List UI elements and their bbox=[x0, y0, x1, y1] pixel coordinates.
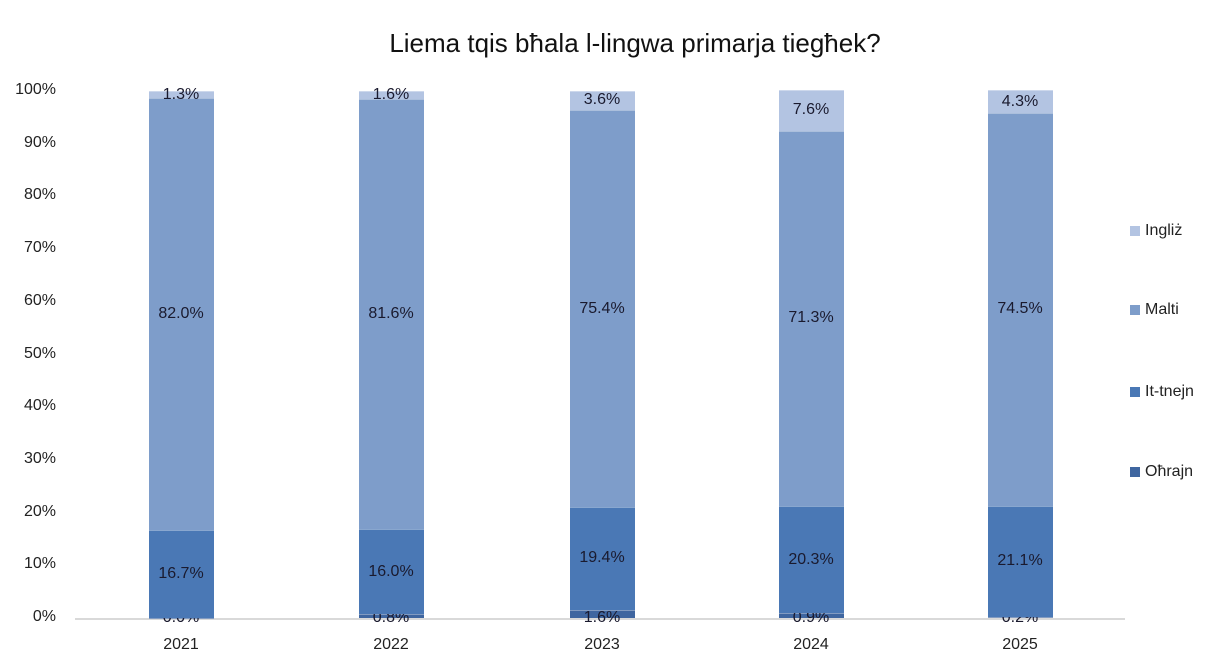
bar-segment-o-rajn bbox=[778, 613, 844, 618]
data-label: 1.6% bbox=[583, 609, 621, 626]
data-label: 3.6% bbox=[583, 91, 621, 109]
legend-swatch-icon bbox=[1130, 305, 1140, 315]
legend-item-ingli-: Ingliż bbox=[1130, 221, 1182, 241]
bar-segment-o-rajn bbox=[987, 616, 1053, 618]
y-tick-label: 30% bbox=[23, 449, 56, 467]
stacked-bar-2024: 0.9% 20.3% 71.3% 7.6% bbox=[778, 0, 844, 664]
legend-label: Oħrajn bbox=[1145, 463, 1194, 480]
bar-segment-malti bbox=[358, 99, 424, 530]
y-tick-label: 90% bbox=[23, 133, 56, 151]
bar-segment-malti bbox=[148, 97, 214, 530]
legend-label: It-tnejn bbox=[1145, 383, 1194, 400]
bar-segment-o-rajn bbox=[148, 618, 214, 619]
y-tick-label: 70% bbox=[23, 239, 56, 257]
stacked-bar-2023: 1.6% 19.4% 75.4% 3.6% bbox=[569, 0, 635, 664]
data-label: 7.6% bbox=[792, 101, 830, 119]
legend-swatch-icon bbox=[1130, 387, 1140, 397]
bar-segment-it-tnejn bbox=[148, 529, 214, 618]
bar-segment-ingli- bbox=[987, 90, 1053, 114]
bar-segment-malti bbox=[987, 113, 1053, 506]
bar-segment-o-rajn bbox=[358, 613, 424, 618]
bar-segment-it-tnejn bbox=[987, 505, 1053, 617]
data-label: 16.0% bbox=[368, 562, 414, 580]
legend-swatch-icon bbox=[1130, 467, 1140, 477]
bar-segment-it-tnejn bbox=[358, 529, 424, 614]
data-label: 75.4% bbox=[579, 299, 625, 317]
stacked-bar-2022: 0.8% 16.0% 81.6% 1.6% bbox=[358, 0, 424, 664]
chart-title: Liema tqis bħala l-lingwa primarja tiegħ… bbox=[389, 28, 881, 58]
y-tick-label: 10% bbox=[23, 555, 56, 573]
data-label: 82.0% bbox=[158, 304, 204, 322]
data-label: 4.3% bbox=[1001, 92, 1039, 110]
bar-segment-o-rajn bbox=[569, 609, 635, 618]
bar-segment-malti bbox=[569, 109, 635, 508]
y-tick-label: 20% bbox=[23, 502, 56, 520]
bar-segment-it-tnejn bbox=[569, 507, 635, 610]
data-label: 0.9% bbox=[792, 609, 830, 626]
y-tick-label: 80% bbox=[23, 186, 56, 204]
data-label: 19.4% bbox=[579, 549, 625, 567]
y-tick-label: 0% bbox=[32, 608, 56, 625]
x-tick-label: 2021 bbox=[163, 636, 199, 653]
data-label: 1.6% bbox=[372, 86, 410, 104]
bar-segment-ingli- bbox=[569, 91, 635, 110]
bar-segment-it-tnejn bbox=[778, 506, 844, 614]
data-label: 21.1% bbox=[997, 552, 1043, 570]
x-tick-label: 2023 bbox=[584, 636, 620, 653]
bar-segment-malti bbox=[778, 130, 844, 507]
legend-item-o-rajn: Oħrajn bbox=[1130, 462, 1193, 482]
x-tick-label: 2025 bbox=[1002, 636, 1038, 653]
bar-segment-ingli- bbox=[778, 90, 844, 131]
data-label: 16.7% bbox=[158, 564, 204, 582]
bar-segment-ingli- bbox=[358, 91, 424, 100]
stacked-bar-2021: 0.0%16.7%82.0%1.3% bbox=[148, 0, 214, 664]
x-tick-label: 2024 bbox=[793, 636, 829, 653]
y-tick-label: 60% bbox=[23, 291, 56, 309]
y-tick-label: 50% bbox=[23, 344, 56, 362]
data-label: 74.5% bbox=[997, 300, 1043, 318]
legend-item-it-tnejn: It-tnejn bbox=[1130, 382, 1194, 402]
bar-segment-ingli- bbox=[148, 91, 214, 98]
legend-swatch-icon bbox=[1130, 226, 1140, 236]
x-tick-label: 2022 bbox=[373, 636, 409, 653]
y-tick-label: 40% bbox=[23, 397, 56, 415]
legend-item-malti: Malti bbox=[1130, 300, 1179, 320]
data-label: 1.3% bbox=[162, 86, 200, 103]
data-label: 20.3% bbox=[788, 550, 834, 568]
legend-label: Malti bbox=[1145, 301, 1179, 318]
legend-label: Ingliż bbox=[1145, 222, 1183, 239]
x-axis-line bbox=[75, 618, 1125, 620]
data-label: 71.3% bbox=[788, 309, 834, 327]
y-tick-label: 100% bbox=[15, 81, 56, 98]
data-label: 81.6% bbox=[368, 305, 414, 323]
stacked-bar-2025: 0.2% 21.1% 74.5% 4.3% bbox=[987, 0, 1053, 664]
